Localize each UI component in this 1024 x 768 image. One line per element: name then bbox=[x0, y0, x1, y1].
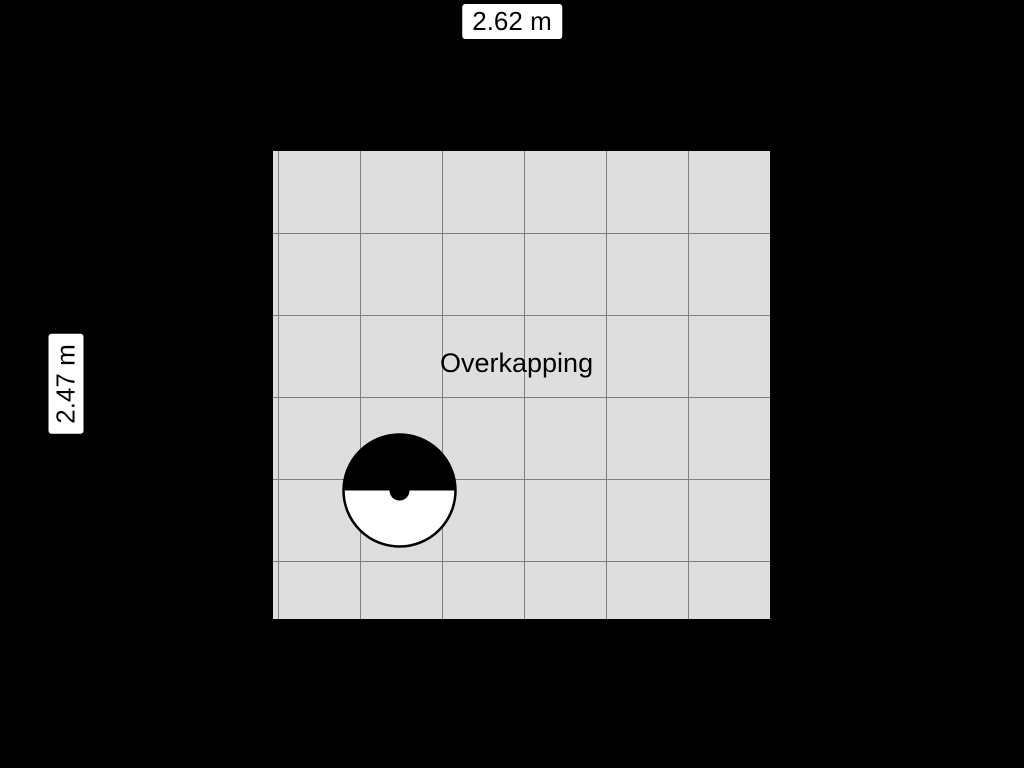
dimension-label-left: 2.47 m bbox=[49, 334, 84, 434]
floorplan-canvas: 2.62 m 2.47 m Overkapping bbox=[0, 0, 1024, 768]
dashed-edge-bottom bbox=[263, 619, 770, 629]
door-symbol bbox=[341, 432, 458, 549]
dashed-edge-left bbox=[263, 151, 273, 629]
room-label-overkapping: Overkapping bbox=[440, 348, 593, 379]
dimension-label-top: 2.62 m bbox=[462, 4, 562, 39]
